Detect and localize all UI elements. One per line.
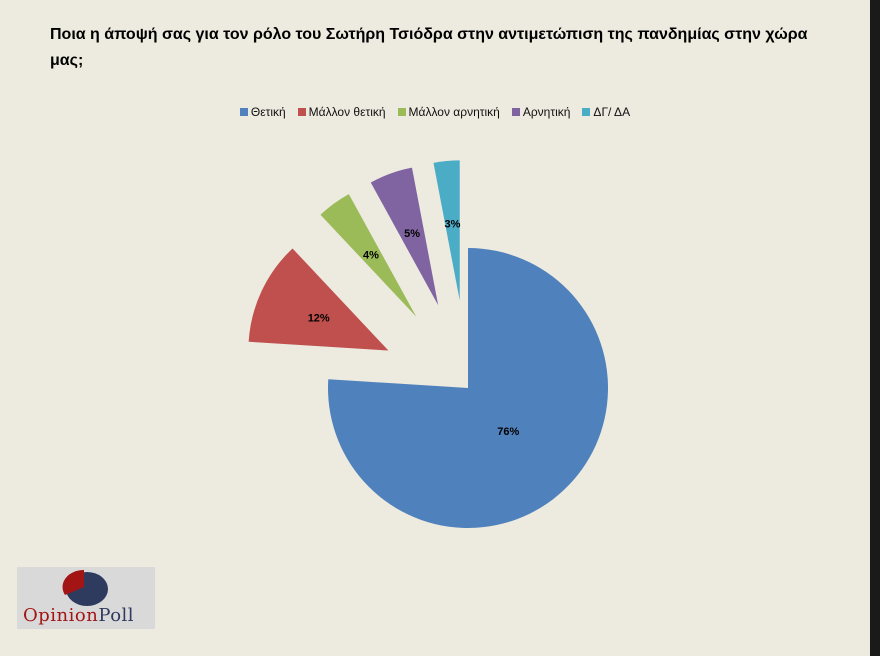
data-label: 4% — [363, 250, 379, 262]
legend-item: Θετική — [239, 105, 286, 119]
window-edge — [870, 0, 880, 656]
legend-swatch — [511, 108, 520, 116]
pie-slice-2 — [320, 194, 417, 317]
pie-slice-1 — [248, 248, 389, 351]
legend-item: Αρνητική — [511, 105, 571, 119]
legend-swatch — [297, 108, 306, 116]
pie-slice-0 — [328, 248, 608, 528]
data-label: 5% — [404, 228, 420, 240]
opinionpoll-logo: OpinionPoll — [17, 567, 155, 629]
legend-item: Μάλλον αρνητική — [397, 105, 500, 119]
legend-label: ΔΓ/ ΔΑ — [593, 105, 631, 119]
pie-slice-3 — [370, 167, 439, 306]
legend-label: Θετική — [250, 105, 286, 119]
logo-text-opinion: Opinion — [23, 605, 99, 626]
data-label: 3% — [445, 219, 461, 231]
legend-item: Μάλλον θετική — [297, 105, 386, 119]
legend-swatch — [239, 108, 248, 116]
legend-swatch — [582, 108, 591, 116]
legend-label: Αρνητική — [522, 105, 571, 119]
legend-label: Μάλλον θετική — [308, 105, 386, 119]
logo-pie-icon — [62, 569, 108, 606]
logo-text-poll: Poll — [98, 605, 135, 626]
data-label: 76% — [497, 426, 519, 438]
chart-title: Ποια η άποψή σας για τον ρόλο του Σωτήρη… — [50, 26, 808, 69]
legend-label: Μάλλον αρνητική — [408, 105, 500, 119]
data-label: 12% — [308, 313, 330, 325]
legend-item: ΔΓ/ ΔΑ — [582, 105, 630, 119]
legend-swatch — [397, 108, 406, 116]
legend: Θετική Μάλλον θετική Μάλλον αρνητική Αρνητι… — [0, 105, 870, 119]
pie-slice-4 — [433, 160, 460, 301]
